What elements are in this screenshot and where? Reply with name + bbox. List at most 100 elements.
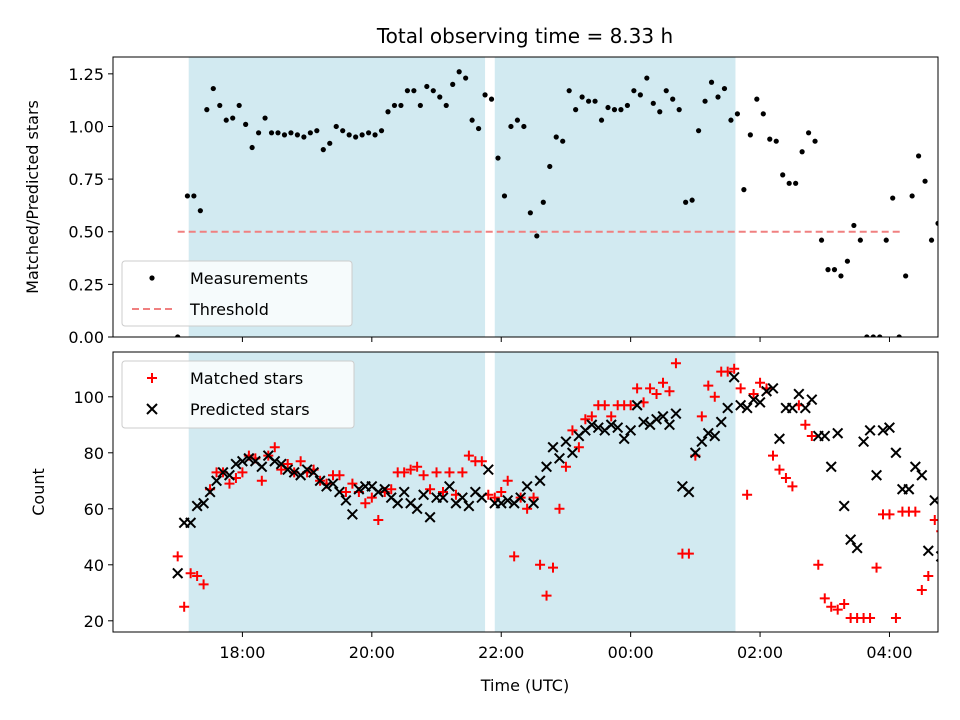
predicted-point [735,399,747,411]
measurement-point [611,107,618,113]
measurement-point [670,96,676,102]
measurement-point [818,237,825,243]
y-tick-label: 100 [73,388,104,407]
matched-point [664,386,675,397]
measurement-point [825,267,831,273]
measurement-point [831,267,838,273]
y-tick-label: 0.25 [68,275,104,294]
predicted-point [651,413,663,425]
measurement-point [689,197,695,203]
predicted-point [495,497,507,509]
predicted-point [631,399,643,411]
measurement-point [268,130,275,136]
measurement-point [372,132,378,138]
predicted-point [715,416,727,428]
shaded-interval-2 [494,352,736,632]
measurement-point [851,222,857,229]
predicted-point [670,408,682,420]
measurement-point [598,117,605,123]
predicted-point [722,402,734,414]
measurement-point [327,140,333,146]
matched-point [826,601,837,612]
matched-point [800,419,811,430]
plot-frame [112,351,939,633]
measurement-point [922,178,928,184]
legend-label: Matched stars [190,369,303,388]
measurement-point [411,88,417,94]
measurement-point [534,233,540,239]
measurement-point [385,109,391,115]
measurement-point [521,123,527,130]
predicted-point [845,534,857,546]
matched-point [172,551,183,562]
measurement-point [605,104,611,111]
measurement-point [340,128,346,134]
matched-point [360,498,371,509]
legend-frame [121,360,355,429]
matched-point [742,489,753,500]
matched-point [890,613,901,623]
measurement-point [333,123,339,130]
matched-point [418,470,429,481]
measurement-point [469,117,475,123]
measurement-point [547,163,553,170]
matched-point [670,358,681,369]
matched-point [489,492,500,503]
legend: Matched stars Predicted stars [121,360,355,429]
predicted-point [922,545,934,557]
x-tick-label: 20:00 [349,643,395,662]
matched-point [334,470,345,481]
measurement-point [488,96,495,102]
matched-point [425,484,436,495]
y-tick-label: 40 [84,556,104,575]
measurement-point [184,193,191,199]
measurement-point [708,79,715,85]
series-measurements [175,69,938,337]
measurement-point [560,138,566,144]
measurement-point [508,123,514,130]
matched-point [729,363,740,374]
predicted-point [819,430,831,442]
measurement-point [741,187,747,193]
matched-point [865,613,876,623]
predicted-point [443,480,455,492]
legend: Measurements Threshold [121,260,353,327]
matched-point [295,456,306,467]
y-tick-label: 80 [84,444,104,463]
y-tick-label: 0.75 [68,170,104,189]
matched-point [405,464,416,475]
measurement-point [391,102,398,109]
measurement-point [236,102,242,109]
measurement-point [417,102,423,109]
predicted-point [379,483,391,495]
measurement-point [786,180,792,186]
measurement-point [624,102,631,109]
predicted-point [825,461,837,473]
predicted-point [256,461,268,473]
legend-label: Threshold [189,300,269,319]
matched-point [438,487,448,497]
measurement-point [320,147,326,153]
measurement-point [780,172,786,178]
measurement-point [935,220,938,226]
predicted-point [327,478,339,490]
predicted-point [515,492,527,504]
matched-point [645,383,656,394]
measurement-point [883,237,889,243]
measurement-point [676,107,682,113]
measurement-point [734,111,741,117]
measurement-point [683,199,689,205]
measurement-point [430,88,436,94]
measurement-point [204,107,210,113]
matched-point [683,548,694,559]
matched-point [916,585,927,595]
predicted-point [418,489,430,501]
measurement-point [896,334,902,337]
predicted-point [871,469,883,481]
measurement-point [378,128,385,134]
predicted-point [243,452,255,464]
measurement-point [398,102,404,109]
x-tick-label: 22:00 [478,643,524,662]
predicted-point [482,464,494,476]
